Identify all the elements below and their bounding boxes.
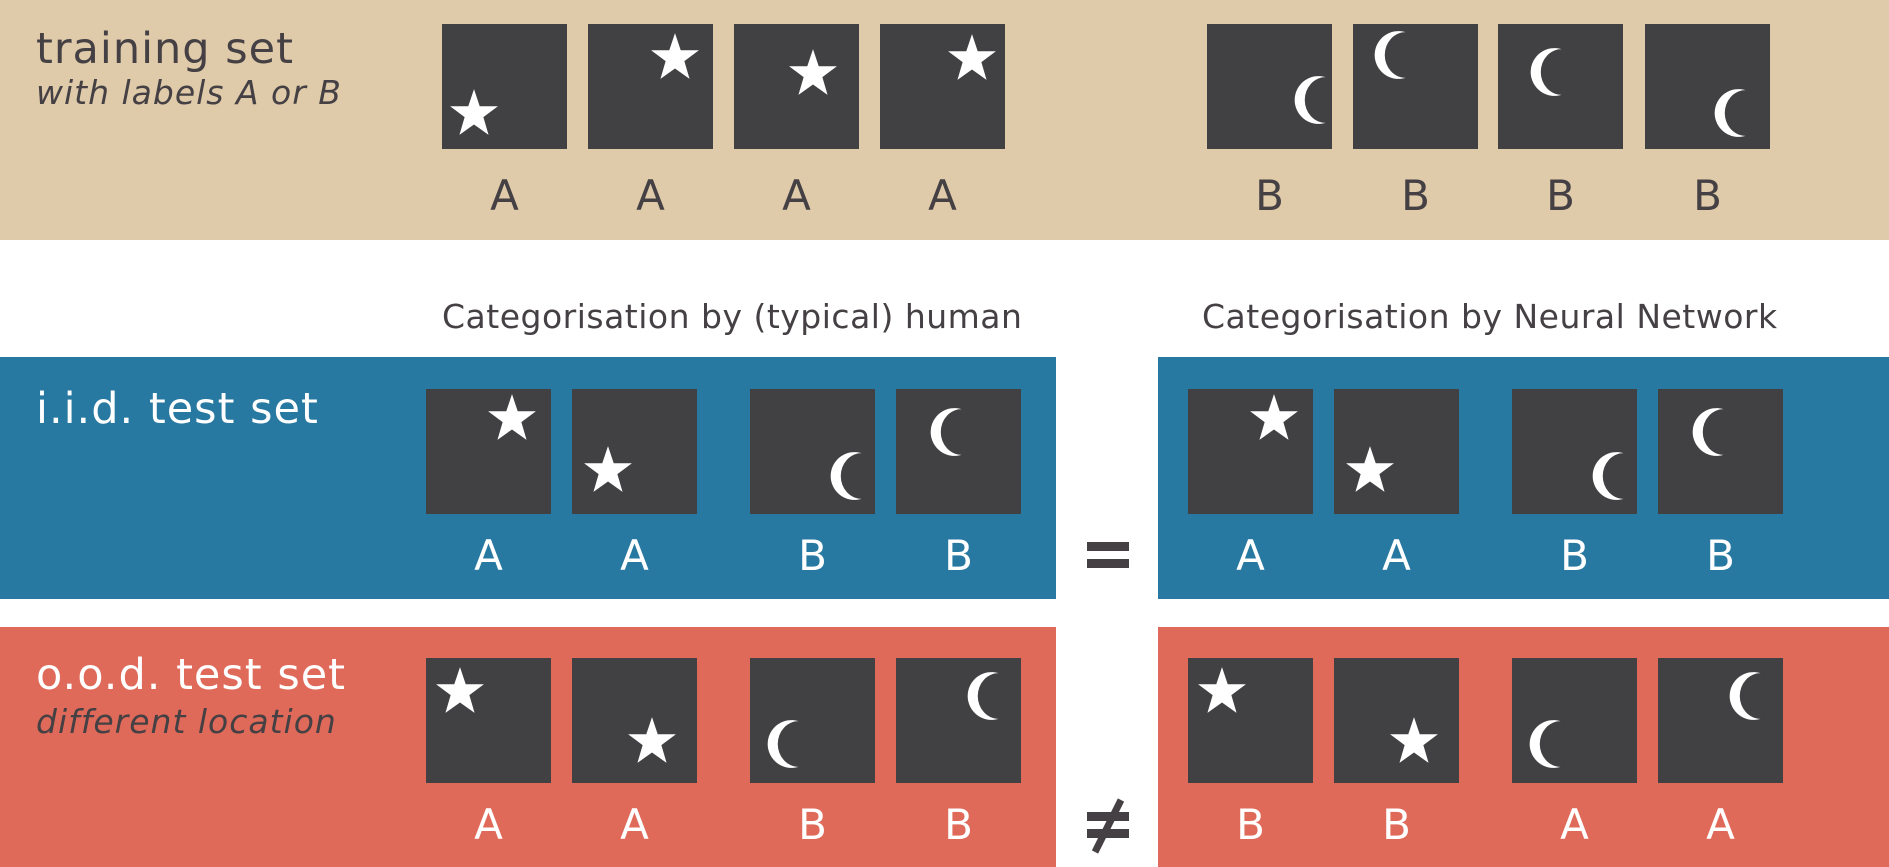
moon-icon <box>1592 452 1624 500</box>
ood-network-tile-moon <box>1658 658 1783 783</box>
ood-human-label: B <box>798 800 827 849</box>
star-icon <box>789 49 837 95</box>
moon-icon <box>1294 76 1326 124</box>
star-icon <box>1250 394 1298 440</box>
training-tile-star <box>880 24 1005 149</box>
ood-human-label: A <box>620 800 649 849</box>
training-label: A <box>782 171 811 220</box>
training-label: B <box>1546 171 1575 220</box>
ood-network-tile-star <box>1188 658 1313 783</box>
iid-human-label: B <box>944 531 973 580</box>
ood-human-tile-star <box>426 658 551 783</box>
ood-test-set-title: o.o.d. test set <box>36 650 347 700</box>
star-icon <box>1390 717 1438 763</box>
iid-human-tile-star <box>572 389 697 514</box>
training-tile-moon <box>1353 24 1478 149</box>
iid-network-label: A <box>1236 531 1265 580</box>
moon-icon <box>1729 672 1761 720</box>
star-icon <box>450 89 498 135</box>
moon-icon <box>930 408 962 456</box>
iid-network-tile-moon <box>1658 389 1783 514</box>
star-icon <box>948 34 996 80</box>
ood-human-tile-moon <box>896 658 1021 783</box>
star-icon <box>488 394 536 440</box>
iid-network-label: B <box>1706 531 1735 580</box>
moon-icon <box>1374 31 1406 79</box>
ood-human-label: B <box>944 800 973 849</box>
training-label: A <box>490 171 519 220</box>
moon-icon <box>967 672 999 720</box>
training-label: A <box>928 171 957 220</box>
ood-network-label: B <box>1382 800 1411 849</box>
moon-icon <box>830 452 862 500</box>
ood-test-set-subtitle: different location <box>36 702 337 741</box>
ood-human-label: A <box>474 800 503 849</box>
equals-icon <box>1087 542 1129 568</box>
iid-network-tile-moon <box>1512 389 1637 514</box>
star-icon <box>436 667 484 713</box>
moon-icon <box>767 720 799 768</box>
moon-icon <box>1714 89 1746 137</box>
iid-human-label: A <box>474 531 503 580</box>
training-label: A <box>636 171 665 220</box>
ood-human-tile-star <box>572 658 697 783</box>
iid-human-label: A <box>620 531 649 580</box>
ood-network-label: A <box>1560 800 1589 849</box>
iid-network-label: B <box>1560 531 1589 580</box>
iid-human-tile-moon <box>896 389 1021 514</box>
iid-human-tile-moon <box>750 389 875 514</box>
moon-icon <box>1529 720 1561 768</box>
ood-human-tile-moon <box>750 658 875 783</box>
training-tile-moon <box>1645 24 1770 149</box>
ood-network-tile-star <box>1334 658 1459 783</box>
not-equal-icon <box>1087 798 1129 854</box>
iid-human-tile-star <box>426 389 551 514</box>
star-icon <box>1198 667 1246 713</box>
star-icon <box>628 717 676 763</box>
training-tile-star <box>442 24 567 149</box>
star-icon <box>584 446 632 492</box>
training-set-title: training set <box>36 24 294 74</box>
iid-human-label: B <box>798 531 827 580</box>
iid-network-tile-star <box>1188 389 1313 514</box>
moon-icon <box>1530 48 1562 96</box>
training-tile-star <box>734 24 859 149</box>
iid-network-tile-star <box>1334 389 1459 514</box>
training-tile-moon <box>1498 24 1623 149</box>
training-tile-star <box>588 24 713 149</box>
iid-test-set-title: i.i.d. test set <box>36 384 319 434</box>
training-label: B <box>1255 171 1284 220</box>
human-column-title: Categorisation by (typical) human <box>442 297 1023 336</box>
ood-network-tile-moon <box>1512 658 1637 783</box>
training-label: B <box>1401 171 1430 220</box>
ood-network-label: B <box>1236 800 1265 849</box>
network-column-title: Categorisation by Neural Network <box>1202 297 1778 336</box>
iid-network-label: A <box>1382 531 1411 580</box>
star-icon <box>651 33 699 79</box>
training-tile-moon <box>1207 24 1332 149</box>
training-label: B <box>1693 171 1722 220</box>
ood-network-label: A <box>1706 800 1735 849</box>
star-icon <box>1346 446 1394 492</box>
training-set-subtitle: with labels A or B <box>36 73 342 112</box>
moon-icon <box>1692 408 1724 456</box>
